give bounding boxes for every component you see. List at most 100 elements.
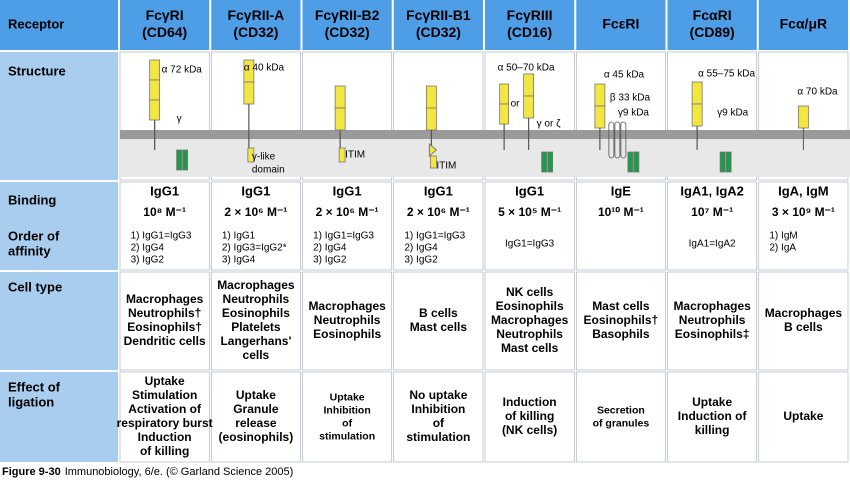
- domain: [499, 103, 510, 125]
- affinity: 2 × 10⁶ M⁻¹: [316, 205, 379, 219]
- row-label-cell: [0, 0, 118, 50]
- ligand: IgG1: [424, 183, 453, 198]
- caption-text: Immunobiology, 6/e. (© Garland Science 2…: [65, 466, 294, 478]
- cell: [302, 181, 393, 271]
- structure-label: or: [511, 99, 521, 110]
- cell: [484, 181, 575, 271]
- domain: [627, 151, 634, 173]
- row-label-cell: [0, 272, 118, 370]
- column-header: (CD89): [690, 24, 735, 40]
- domain: [149, 99, 161, 121]
- row-label: Cell type: [8, 279, 62, 294]
- affinity: 10¹⁰ M⁻¹: [598, 205, 644, 219]
- cell: [575, 181, 666, 271]
- effect: Induction: [138, 430, 192, 444]
- itim-triangle: [428, 142, 438, 158]
- row-label: ligation: [8, 394, 54, 409]
- cell-type: Eosinophils: [496, 299, 564, 313]
- domain: [614, 121, 621, 159]
- cell-type: cells: [243, 348, 270, 362]
- row-label-cell: [0, 182, 118, 270]
- domain: [243, 81, 255, 105]
- domain: [547, 151, 554, 173]
- cell-type: NK cells: [506, 285, 554, 299]
- ligand: IgG1: [150, 183, 179, 198]
- structure-label: β 33 kDa: [610, 93, 651, 104]
- cell: [667, 0, 757, 50]
- cell: [667, 271, 758, 371]
- affinity: 10⁷ M⁻¹: [691, 205, 733, 219]
- column-header: (CD32): [416, 24, 461, 40]
- cell-type: Eosinophils‡: [675, 327, 750, 341]
- cell: [393, 271, 484, 371]
- cell-type: Macrophages: [765, 306, 843, 320]
- domain: [149, 79, 161, 101]
- membrane: [120, 130, 850, 139]
- domain: [338, 147, 346, 163]
- effect: Induction: [503, 395, 557, 409]
- domain: [594, 105, 606, 129]
- structure-label: ITIM: [345, 150, 365, 161]
- effect: (NK cells): [502, 423, 557, 437]
- cell: [302, 371, 393, 463]
- column-header: FcγRII-B2: [315, 7, 380, 23]
- column-header: FcγRIII: [507, 7, 553, 23]
- cell-type: Macrophages: [673, 299, 751, 313]
- cell: [667, 181, 758, 271]
- cell-type: Mast cells: [410, 320, 468, 334]
- affinity-order: 3) IgG2: [404, 255, 438, 266]
- structure-label: α 45 kDa: [604, 70, 645, 81]
- column-header: FcγRI: [146, 7, 184, 23]
- affinity-order: 2) IgG4: [404, 243, 438, 254]
- domain: [725, 151, 732, 173]
- cell-type: Mast cells: [592, 299, 650, 313]
- affinity-order: 1) IgG1: [222, 231, 256, 242]
- cell-type: Mast cells: [501, 341, 559, 355]
- domain: [719, 151, 726, 173]
- structure-label: α 40 kDa: [244, 63, 285, 74]
- structure-label: α 72 kDa: [162, 65, 203, 76]
- effect: Induction of: [678, 409, 748, 423]
- structure-label: α 50–70 kDa: [498, 63, 555, 74]
- cell-type: Eosinophils: [222, 306, 290, 320]
- cell: [119, 371, 210, 463]
- effect: Uptake: [783, 409, 823, 423]
- cell-type: Dendritic cells: [124, 334, 206, 348]
- row-label-cell: [0, 372, 118, 462]
- cell: [211, 0, 301, 50]
- row-label-cell: [0, 52, 118, 180]
- cell-type: Eosinophils†: [584, 313, 659, 327]
- domain: [425, 85, 437, 109]
- effect: Secretion: [597, 404, 645, 416]
- cell-type: Platelets: [231, 320, 281, 334]
- cell-type: Eosinophils: [313, 327, 381, 341]
- row-label: Receptor: [8, 16, 64, 31]
- cell: [210, 271, 301, 371]
- affinity-order: 3) IgG4: [222, 255, 256, 266]
- cell: [210, 181, 301, 271]
- effect: release: [235, 416, 277, 430]
- domain: [176, 149, 183, 171]
- cell: [484, 371, 575, 463]
- row-label: Binding: [8, 192, 56, 207]
- ligand: IgA, IgM: [778, 183, 829, 198]
- column-header: FcεRI: [602, 16, 639, 32]
- cell-type: Macrophages: [308, 299, 386, 313]
- ligand: IgA1, IgA2: [680, 183, 744, 198]
- caption-figure: Figure 9-30: [2, 466, 61, 478]
- cell-type: Macrophages: [491, 313, 569, 327]
- effect: of: [342, 417, 352, 429]
- domain: [247, 147, 255, 163]
- structure-label: γ: [177, 114, 182, 125]
- effect: Inhibition: [324, 404, 371, 416]
- cell-type: Eosinophils†: [127, 320, 202, 334]
- effect: of: [433, 416, 445, 430]
- cell-type: Neutrophils†: [128, 306, 201, 320]
- affinity-order: 2) IgA: [769, 243, 796, 254]
- structure-label: γ9 kDa: [717, 108, 749, 119]
- effect: Uptake: [692, 395, 732, 409]
- cell: [210, 371, 301, 463]
- effect: of killing: [140, 444, 189, 458]
- domain: [691, 81, 703, 105]
